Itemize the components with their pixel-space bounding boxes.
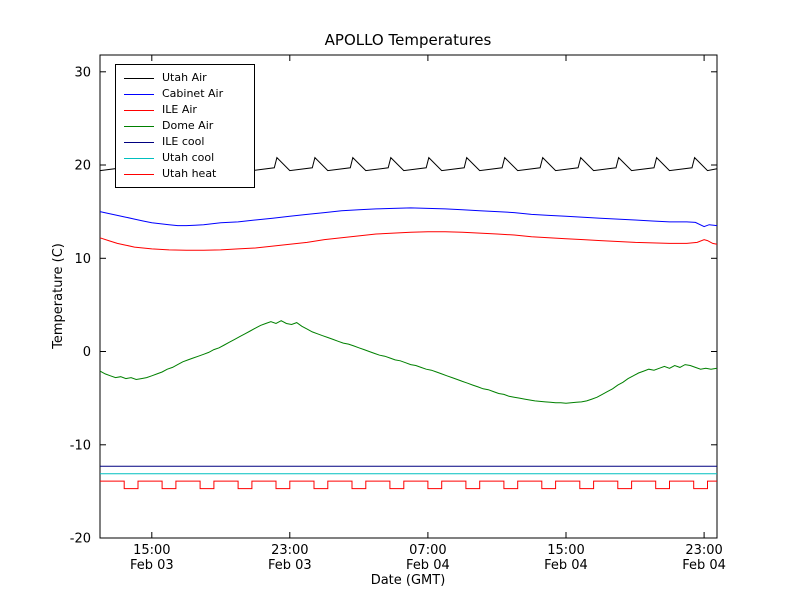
svg-text:-10: -10 [70, 438, 91, 453]
legend-label: Utah heat [162, 167, 217, 180]
legend-label: ILE cool [162, 135, 205, 148]
ile-cool-line-sample [124, 141, 154, 143]
svg-text:0: 0 [83, 345, 91, 360]
utah-cool-line-sample [124, 157, 154, 159]
legend-item-ile-air: ILE Air [124, 102, 248, 118]
svg-text:Feb 04: Feb 04 [544, 558, 588, 573]
svg-text:23:00: 23:00 [271, 543, 308, 558]
legend-label: Utah Air [162, 71, 207, 84]
dome-air-line-sample [124, 125, 154, 127]
svg-text:Feb 04: Feb 04 [406, 558, 450, 573]
legend-item-utah-cool: Utah cool [124, 150, 248, 166]
legend-item-utah-heat: Utah heat [124, 166, 248, 182]
utah-air-line-sample [124, 77, 154, 79]
legend-item-cabinet-air: Cabinet Air [124, 86, 248, 102]
svg-text:20: 20 [74, 159, 91, 174]
svg-text:23:00: 23:00 [685, 543, 722, 558]
utah-heat-line-sample [124, 173, 154, 175]
x-axis-label: Date (GMT) [371, 573, 446, 588]
svg-text:15:00: 15:00 [133, 543, 170, 558]
chart-legend: Utah Air Cabinet Air ILE Air Dome Air IL… [115, 64, 255, 188]
svg-text:Feb 04: Feb 04 [682, 558, 726, 573]
svg-text:07:00: 07:00 [409, 543, 446, 558]
legend-item-ile-cool: ILE cool [124, 134, 248, 150]
legend-item-dome-air: Dome Air [124, 118, 248, 134]
svg-text:10: 10 [74, 252, 91, 267]
svg-text:Feb 03: Feb 03 [268, 558, 312, 573]
legend-item-utah-air: Utah Air [124, 70, 248, 86]
ile-air-line-sample [124, 109, 154, 111]
legend-label: ILE Air [162, 103, 197, 116]
legend-label: Utah cool [162, 151, 215, 164]
svg-text:Feb 03: Feb 03 [130, 558, 174, 573]
svg-text:-20: -20 [70, 532, 91, 547]
legend-label: Cabinet Air [162, 87, 224, 100]
chart-title: APOLLO Temperatures [325, 31, 492, 49]
svg-text:15:00: 15:00 [547, 543, 584, 558]
cabinet-air-line-sample [124, 93, 154, 95]
y-axis-label: Temperature (C) [51, 243, 66, 350]
svg-text:30: 30 [74, 65, 91, 80]
legend-label: Dome Air [162, 119, 214, 132]
